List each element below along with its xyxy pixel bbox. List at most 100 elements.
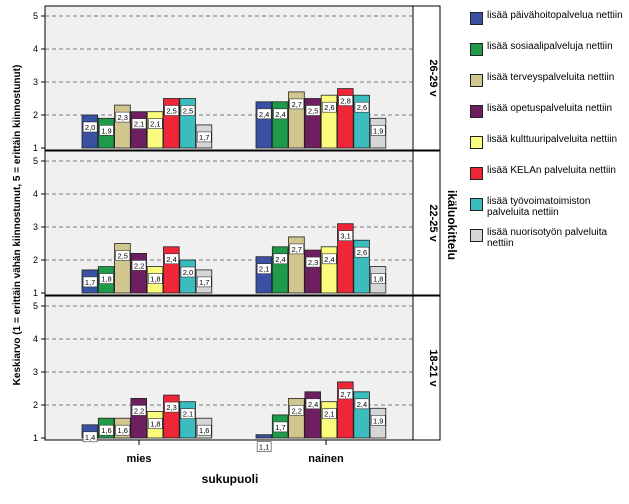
bar: [130, 397, 147, 439]
data-label-box: [131, 260, 147, 271]
data-label: 2,5: [118, 252, 128, 261]
panel-axis-title: ikäluokittelu: [445, 190, 459, 260]
data-label: 2,1: [134, 120, 144, 129]
data-label: 2,5: [166, 107, 176, 116]
data-label: 2,7: [340, 390, 350, 399]
data-label-box: [338, 95, 353, 106]
y-axis-title: Keskiarvo (1 = erittäin vähän kiinnostun…: [12, 65, 23, 386]
data-label-box: [322, 101, 337, 113]
data-label-box: [131, 118, 147, 129]
data-label: 2,4: [324, 255, 334, 264]
data-label-box: [148, 273, 163, 284]
legend-label: lisää opetuspalveluita nettiin: [487, 103, 613, 114]
data-label: 1,7: [199, 278, 209, 287]
data-label: 1,9: [101, 126, 111, 135]
y-tick-label: 1: [33, 288, 38, 298]
legend-item: lisää nuorisotyön palveluita nettiin: [470, 227, 629, 258]
data-label: 2,1: [259, 265, 269, 274]
category-label-mies: mies: [126, 453, 151, 465]
data-label: 2,4: [308, 400, 318, 409]
bar: [337, 223, 354, 294]
data-label: 2,5: [308, 107, 318, 116]
data-label: 2,4: [166, 255, 176, 264]
legend: lisää päivähoitopalvelua nettiin lisää s…: [470, 10, 629, 258]
data-label-box: [115, 250, 131, 261]
legend-item: lisää kulttuuripalveluita nettiin: [470, 134, 629, 165]
data-label-box: [322, 253, 337, 265]
legend-swatch: [470, 12, 483, 25]
data-label-box: [273, 253, 288, 265]
legend-swatch: [470, 136, 483, 149]
data-label: 2,3: [308, 258, 318, 267]
data-label-box: [338, 230, 353, 241]
y-tick-label: 4: [33, 44, 38, 54]
data-label-box: [196, 424, 212, 436]
legend-item: lisää KELAn palveluita nettiin: [470, 165, 629, 196]
legend-label: lisää päivähoitopalvelua nettiin: [487, 10, 623, 21]
data-label: 1,7: [85, 278, 95, 287]
data-label-box: [256, 108, 272, 120]
data-label-box: [338, 388, 353, 400]
data-label: 1,1: [259, 443, 269, 452]
data-label-box: [354, 398, 370, 410]
y-tick-label: 5: [33, 156, 38, 166]
data-label-box: [196, 131, 212, 143]
data-label: 1,8: [150, 275, 160, 284]
data-label-box: [99, 424, 114, 436]
data-label-box: [131, 405, 147, 416]
data-label: 2,7: [292, 245, 302, 254]
data-label-box: [180, 266, 196, 278]
data-label: 1,9: [373, 416, 383, 425]
data-label: 2,6: [357, 103, 367, 112]
data-label: 1,7: [199, 133, 209, 142]
data-label: 2,4: [275, 110, 285, 119]
y-tick-label: 3: [33, 367, 38, 377]
y-tick-label: 4: [33, 334, 38, 344]
data-label: 2,3: [166, 403, 176, 412]
data-label: 2,2: [134, 261, 144, 270]
legend-item: lisää terveyspalveluita nettiin: [470, 72, 629, 103]
legend-label: lisää terveyspalveluita nettiin: [487, 72, 615, 83]
y-tick-label: 2: [33, 110, 38, 120]
bar: [304, 249, 321, 294]
data-label-box: [305, 256, 321, 268]
data-label-box: [289, 405, 305, 416]
legend-label: lisää nuorisotyön palveluita nettiin: [487, 227, 608, 249]
y-tick-label: 3: [33, 77, 38, 87]
data-label: 2,7: [292, 100, 302, 109]
bar: [114, 104, 131, 149]
data-label: 3,1: [340, 232, 350, 241]
data-label: 1,4: [85, 433, 95, 442]
x-axis-title: sukupuoli: [202, 472, 259, 486]
data-label: 2,0: [85, 123, 95, 132]
bar: [255, 256, 273, 294]
data-label-box: [115, 424, 131, 436]
data-label-box: [99, 273, 114, 284]
y-tick-label: 5: [33, 11, 38, 21]
legend-item: lisää sosiaalipalveluja nettiin: [470, 41, 629, 72]
data-label-box: [305, 105, 321, 116]
data-label: 1,6: [118, 426, 128, 435]
bar: [320, 401, 338, 439]
data-label-box: [148, 118, 163, 129]
legend-label: lisää kulttuuripalveluita nettiin: [487, 134, 618, 145]
bar: [163, 394, 180, 439]
bar: [179, 401, 196, 439]
panel-label-strip: [412, 295, 441, 441]
data-label: 1,9: [373, 126, 383, 135]
data-label: 1,6: [199, 426, 209, 435]
data-label: 2,0: [183, 268, 193, 277]
bar: [146, 111, 164, 149]
data-label-box: [370, 273, 386, 284]
data-label-box: [289, 98, 305, 110]
legend-label: lisää työvoimatoimiston palveluita netti…: [487, 196, 591, 218]
data-label: 2,3: [118, 113, 128, 122]
y-tick-label: 2: [33, 255, 38, 265]
data-label: 1,6: [101, 426, 111, 435]
panel-label-strip: [412, 150, 441, 296]
y-tick-label: 1: [33, 143, 38, 153]
legend-swatch: [470, 198, 483, 211]
data-label-box: [354, 246, 370, 258]
data-label-box: [273, 108, 288, 120]
